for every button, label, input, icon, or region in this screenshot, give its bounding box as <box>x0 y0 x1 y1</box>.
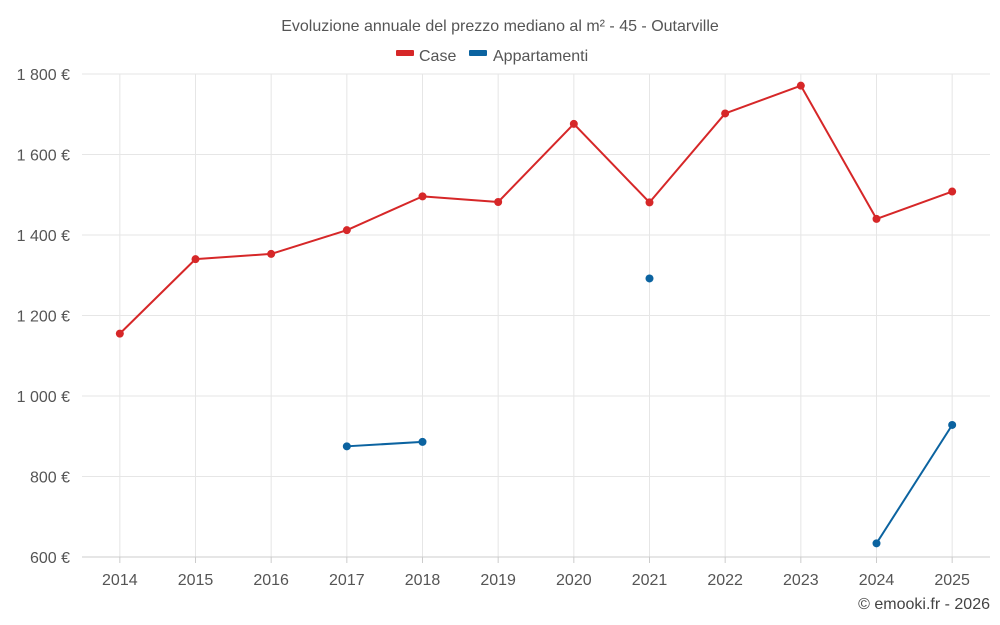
data-point-case[interactable] <box>418 192 427 201</box>
data-point-case[interactable] <box>721 109 730 118</box>
series-line-case <box>119 84 953 335</box>
x-tick-label: 2016 <box>253 572 289 589</box>
data-point-case[interactable] <box>948 187 957 196</box>
credit-text: © emooki.fr - 2026 <box>858 596 990 613</box>
data-point-appartamenti[interactable] <box>418 437 427 446</box>
data-point-case[interactable] <box>191 255 200 264</box>
axes: 600 € 800 € 1 000 € 1 200 € 1 400 € 1 600 € 1 … <box>17 67 990 589</box>
data-point-appartamenti[interactable] <box>342 442 351 451</box>
data-point-appartamenti[interactable] <box>645 274 654 283</box>
y-tick-label: 1 800 € <box>17 67 70 84</box>
legend-label-appartamenti: Appartamenti <box>493 48 588 65</box>
data-point-appartamenti[interactable] <box>872 539 881 548</box>
x-tick-label: 2025 <box>934 572 970 589</box>
x-tick-label: 2014 <box>102 572 138 589</box>
x-tick-label: 2015 <box>178 572 214 589</box>
x-tick-label: 2021 <box>632 572 668 589</box>
series <box>115 81 957 548</box>
y-tick-label: 1 600 € <box>17 148 70 165</box>
x-tick-label: 2023 <box>783 572 819 589</box>
data-point-case[interactable] <box>872 214 881 223</box>
x-tick-label: 2022 <box>707 572 743 589</box>
data-point-case[interactable] <box>115 329 124 338</box>
legend[interactable]: Case Appartamenti <box>396 48 588 65</box>
series-line-appartamenti <box>875 424 954 544</box>
data-point-case[interactable] <box>342 226 351 235</box>
data-point-case[interactable] <box>796 81 805 90</box>
y-tick-label: 600 € <box>30 550 70 567</box>
legend-swatch-appartamenti <box>469 50 487 56</box>
x-tick-label: 2024 <box>859 572 895 589</box>
x-tick-label: 2020 <box>556 572 592 589</box>
legend-item-case[interactable]: Case <box>396 48 456 65</box>
series-line-appartamenti <box>346 440 423 448</box>
chart-title: Evoluzione annuale del prezzo mediano al… <box>281 18 719 35</box>
x-tick-label: 2018 <box>405 572 441 589</box>
legend-label-case: Case <box>419 48 456 65</box>
y-tick-label: 1 400 € <box>17 228 70 245</box>
data-point-case[interactable] <box>267 249 276 258</box>
y-tick-label: 800 € <box>30 470 70 487</box>
legend-swatch-case <box>396 50 414 56</box>
x-tick-label: 2019 <box>480 572 516 589</box>
data-point-case[interactable] <box>494 197 503 206</box>
y-tick-label: 1 000 € <box>17 389 70 406</box>
y-tick-label: 1 200 € <box>17 309 70 326</box>
data-point-appartamenti[interactable] <box>948 420 957 429</box>
x-tick-label: 2017 <box>329 572 365 589</box>
grid <box>82 73 990 557</box>
data-point-case[interactable] <box>645 198 654 207</box>
legend-item-appartamenti[interactable]: Appartamenti <box>469 48 588 65</box>
data-point-case[interactable] <box>569 119 578 128</box>
